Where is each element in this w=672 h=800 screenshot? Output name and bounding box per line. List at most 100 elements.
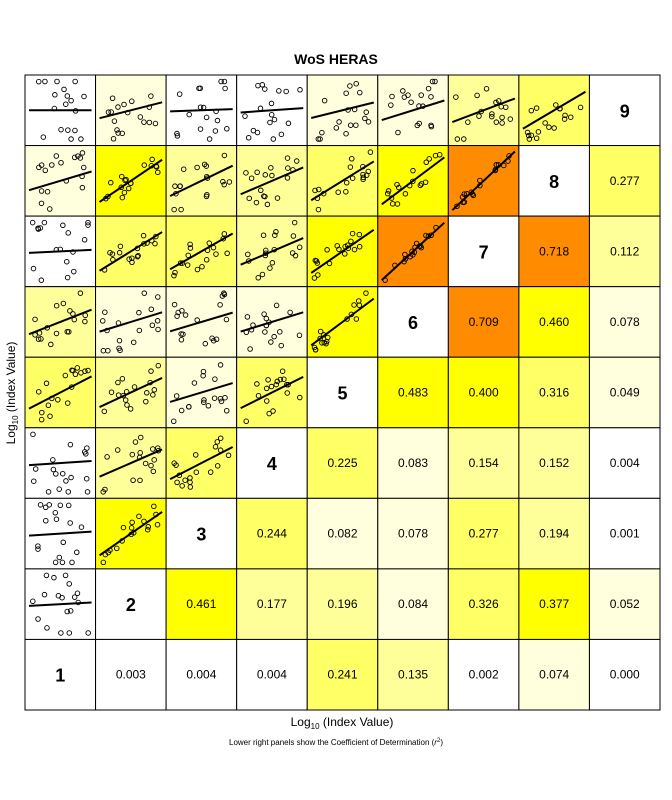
scatter-point xyxy=(52,559,59,566)
scatter-point xyxy=(32,316,38,323)
scatter-point xyxy=(344,242,351,248)
scatter-point xyxy=(40,134,47,140)
scatter-point xyxy=(496,98,502,104)
scatter-point xyxy=(203,193,210,200)
scatter-point xyxy=(498,103,504,110)
scatter-point xyxy=(121,101,127,108)
scatter-cell-6-3 xyxy=(165,286,238,358)
x-axis-label-main: Log xyxy=(291,715,311,729)
scatter-point xyxy=(220,235,227,242)
scatter-point xyxy=(402,256,409,262)
scatter-point xyxy=(426,156,432,162)
scatter-point xyxy=(246,258,252,264)
r2-cell-5-4: 0.225 xyxy=(306,427,379,499)
scatter-point xyxy=(314,195,321,202)
diagonal-cell-7: 7 xyxy=(447,215,520,288)
scatter-point xyxy=(388,102,394,108)
r2-value: 0.461 xyxy=(186,597,216,611)
scatter-point xyxy=(384,190,391,197)
scatter-point xyxy=(56,554,63,561)
scatter-point xyxy=(174,313,180,319)
panel-grid: 9 8 0.277 7 0.718 0.112 6 0.709 0.460 0.078 5 0.483… xyxy=(24,74,661,711)
regression-line xyxy=(169,311,233,333)
scatter-point xyxy=(53,153,60,159)
scatter-point xyxy=(144,526,151,533)
scatter-cell-9-8 xyxy=(518,74,590,147)
scatter-point xyxy=(270,136,277,142)
scatter-point xyxy=(268,165,274,171)
scatter-cell-4-3 xyxy=(165,427,238,499)
scatter-point xyxy=(351,246,358,253)
scatter-point xyxy=(129,451,136,458)
scatter-point xyxy=(66,630,73,636)
scatter-point xyxy=(255,274,261,281)
r2-value: 0.135 xyxy=(398,668,428,682)
cell-background xyxy=(588,74,661,147)
r2-cell-4-3: 0.244 xyxy=(236,497,308,570)
scatter-point xyxy=(268,112,275,118)
scatter-point xyxy=(38,200,45,207)
scatter-point xyxy=(85,219,91,226)
scatter-point xyxy=(212,128,219,134)
scatter-point xyxy=(52,92,58,98)
scatter-point xyxy=(154,521,161,528)
footnote: Lower right panels show the Coefficient … xyxy=(229,738,443,747)
scatter-point xyxy=(30,431,36,438)
scatter-point xyxy=(35,546,41,552)
cell-background xyxy=(306,356,379,429)
scatter-point xyxy=(29,219,36,226)
scatter-point xyxy=(392,262,398,269)
scatter-point xyxy=(65,230,71,236)
scatter-point xyxy=(41,219,48,226)
scatter-point xyxy=(347,83,353,89)
scatter-point xyxy=(311,344,318,351)
scatter-point xyxy=(297,87,303,93)
scatter-point xyxy=(577,104,584,111)
scatter-point xyxy=(136,327,143,334)
scatter-point xyxy=(489,113,495,120)
scatter-point xyxy=(271,246,278,253)
scatter-point xyxy=(105,549,111,556)
scatter-point xyxy=(353,80,359,87)
scatter-point xyxy=(51,105,58,112)
scatter-point xyxy=(273,381,280,388)
r2-value: 0.004 xyxy=(610,456,640,470)
scatter-cell-8-5 xyxy=(306,145,379,217)
scatter-point xyxy=(477,182,483,189)
scatter-cell-6-4 xyxy=(236,286,308,358)
r2-value: 0.483 xyxy=(398,386,428,400)
scatter-point xyxy=(525,132,532,139)
scatter-point xyxy=(221,290,227,296)
r2-value: 0.718 xyxy=(539,244,569,258)
r2-cell-9-1: 0.000 xyxy=(588,638,661,711)
scatter-point xyxy=(495,162,502,168)
scatter-point xyxy=(131,384,138,390)
r2-value: 0.083 xyxy=(398,456,428,470)
cell-background xyxy=(236,638,308,711)
scatter-point xyxy=(274,378,281,385)
scatter-point xyxy=(248,175,255,182)
scatter-point xyxy=(246,195,252,202)
scatter-point xyxy=(225,452,232,459)
scatter-cell-9-4 xyxy=(236,74,308,147)
scatter-point xyxy=(153,163,159,169)
scatter-point xyxy=(171,272,177,279)
scatter-point xyxy=(39,409,45,416)
scatter-point xyxy=(259,271,266,278)
scatter-point xyxy=(136,309,142,316)
scatter-point xyxy=(129,259,135,266)
scatter-point xyxy=(296,244,303,251)
scatter-point xyxy=(141,162,147,168)
scatter-point xyxy=(35,389,42,395)
scatter-point xyxy=(255,392,262,399)
scatter-point xyxy=(562,112,568,119)
scatter-point xyxy=(53,302,60,309)
cell-background xyxy=(306,638,379,711)
scatter-point xyxy=(254,169,260,176)
r2-value: 0.074 xyxy=(539,668,569,682)
scatter-point xyxy=(110,136,117,142)
scatter-point xyxy=(382,277,388,283)
scatter-point xyxy=(187,245,194,251)
scatter-point xyxy=(186,404,192,410)
scatter-point xyxy=(266,319,272,325)
